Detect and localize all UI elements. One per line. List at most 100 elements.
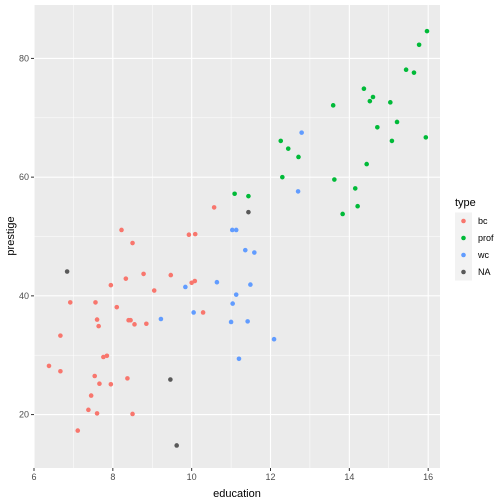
x-tick-label: 6 (31, 472, 36, 482)
data-point-prof (232, 191, 237, 197)
legend-swatch-wc (461, 252, 466, 258)
data-point-bc (88, 393, 94, 398)
data-point-wc (233, 292, 239, 297)
data-point-wc (299, 130, 304, 135)
data-point-na (64, 269, 70, 274)
data-point-prof (367, 98, 373, 104)
data-point-prof (423, 135, 429, 140)
data-point-wc (158, 316, 164, 322)
data-point-wc (236, 356, 242, 362)
data-point-bc (119, 227, 124, 233)
data-point-na (168, 377, 173, 382)
data-point-bc (200, 310, 206, 315)
data-point-bc (108, 282, 114, 288)
data-point-prof (424, 28, 430, 34)
data-point-prof (280, 174, 285, 180)
data-point-bc (97, 381, 102, 387)
data-point-prof (332, 177, 337, 182)
x-tick-label: 10 (187, 472, 197, 482)
data-point-wc (183, 284, 188, 290)
data-point-prof (352, 186, 358, 191)
legend-title: type (455, 197, 476, 209)
data-point-prof (370, 94, 376, 100)
data-point-bc (211, 205, 217, 210)
data-point-bc (86, 407, 91, 413)
x-tick-label: 12 (265, 472, 275, 482)
legend-label-na: NA (478, 267, 491, 277)
data-point-prof (278, 138, 284, 144)
data-point-bc (125, 376, 130, 381)
data-point-wc (295, 189, 301, 194)
data-point-bc (151, 288, 157, 293)
data-point-prof (389, 138, 395, 144)
data-point-prof (361, 86, 367, 91)
data-point-prof (411, 70, 417, 75)
legend-label-wc: wc (477, 250, 489, 260)
data-point-bc (168, 272, 174, 278)
data-point-prof (416, 42, 422, 48)
data-point-wc (248, 282, 253, 287)
x-axis: 6 8 10 12 14 16 (31, 468, 433, 482)
x-axis-title: education (213, 488, 261, 500)
data-point-bc (130, 240, 135, 246)
data-point-bc (192, 231, 198, 237)
data-point-bc (186, 232, 192, 238)
y-tick-label: 40 (19, 291, 29, 301)
data-point-prof (330, 103, 336, 108)
data-point-bc (58, 333, 63, 338)
data-point-wc (233, 227, 239, 233)
data-point-prof (285, 146, 291, 151)
minor-gridlines (34, 5, 440, 468)
y-tick-label: 80 (19, 53, 29, 63)
data-point-bc (101, 354, 106, 360)
data-point-bc (114, 304, 120, 310)
y-axis: 20 40 60 80 (19, 53, 34, 420)
data-point-bc (192, 278, 198, 284)
data-point-prof (364, 161, 369, 167)
data-point-prof (388, 100, 393, 105)
data-point-bc (94, 411, 100, 416)
data-point-bc (123, 276, 129, 281)
x-tick-label: 14 (344, 472, 354, 482)
y-axis-title: prestige (5, 216, 17, 255)
y-tick-label: 20 (19, 410, 29, 420)
data-point-bc (96, 323, 101, 329)
data-point-bc (144, 321, 149, 327)
legend: type bc prof wc NA (455, 197, 494, 281)
y-tick-label: 60 (19, 172, 29, 182)
data-point-bc (130, 411, 135, 417)
data-point-bc (46, 363, 52, 369)
data-point-bc (128, 317, 133, 323)
data-point-wc (271, 336, 277, 342)
data-point-wc (252, 250, 257, 255)
data-point-bc (58, 368, 63, 374)
data-point-bc (75, 428, 81, 433)
data-point-wc (242, 247, 248, 253)
data-point-wc (228, 319, 234, 325)
data-point-prof (246, 193, 251, 199)
data-point-prof (394, 119, 400, 125)
data-point-bc (108, 382, 114, 387)
legend-swatch-prof (461, 235, 466, 241)
data-point-prof (340, 211, 345, 217)
data-point-na (174, 443, 179, 448)
data-point-bc (92, 373, 97, 379)
data-point-prof (403, 67, 409, 72)
legend-swatch-na (461, 269, 466, 275)
legend-label-prof: prof (478, 233, 494, 243)
data-point-prof (375, 124, 380, 130)
x-tick-label: 8 (110, 472, 115, 482)
data-point-wc (191, 310, 196, 315)
data-point-bc (104, 353, 110, 359)
data-point-bc (141, 271, 146, 277)
data-point-bc (93, 300, 98, 305)
data-point-wc (245, 319, 250, 324)
data-point-bc (67, 300, 73, 305)
x-tick-label: 16 (423, 472, 433, 482)
data-points (46, 28, 430, 448)
data-point-wc (214, 279, 220, 285)
data-point-bc (132, 322, 137, 327)
data-point-prof (355, 203, 360, 209)
data-point-bc (94, 317, 100, 322)
